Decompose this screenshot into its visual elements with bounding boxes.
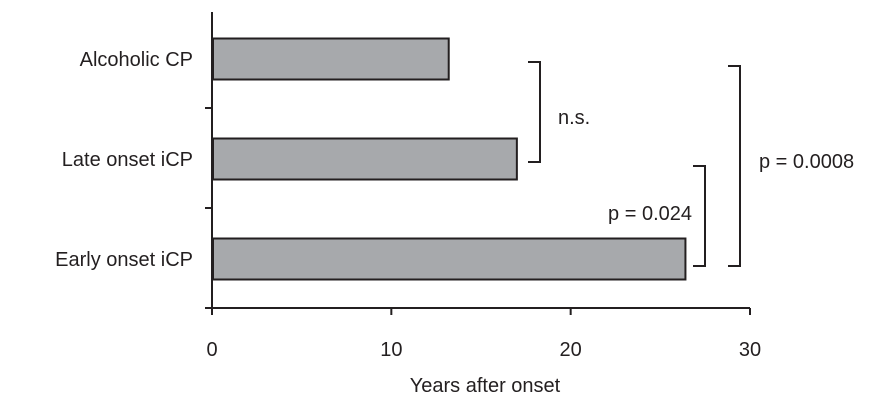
significance-bracket: [728, 65, 741, 267]
x-tick-label: 20: [560, 339, 582, 361]
significance-label: p = 0.0008: [759, 151, 854, 173]
annotations-layer: n.s. p = 0.024 p = 0.0008: [528, 61, 854, 267]
significance-bracket: [528, 61, 541, 163]
x-tick-label: 30: [739, 339, 761, 361]
x-axis-title: Years after onset: [410, 375, 561, 397]
y-tick-label: Alcoholic CP: [80, 49, 193, 71]
bar: [212, 37, 450, 81]
significance-label: n.s.: [558, 107, 590, 129]
significance-bracket: [693, 165, 706, 267]
bar: [212, 137, 518, 181]
axes-layer: Alcoholic CP Late onset iCP Early onset iC…: [55, 12, 761, 361]
y-tick-label: Late onset iCP: [62, 149, 193, 171]
significance-label: p = 0.024: [608, 203, 692, 225]
x-tick-label: 10: [380, 339, 402, 361]
bars-layer: [212, 37, 687, 281]
x-tick-label: 0: [206, 339, 217, 361]
bar: [212, 237, 687, 281]
y-tick-label: Early onset iCP: [55, 249, 193, 271]
